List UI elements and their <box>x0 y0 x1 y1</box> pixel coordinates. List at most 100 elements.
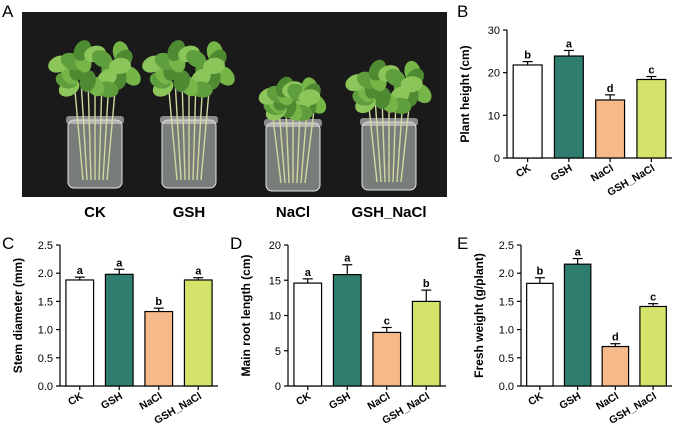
y-tick-label: 0.5 <box>38 353 53 365</box>
x-tick-label: CK <box>66 390 85 408</box>
panel-letter-d: D <box>230 234 242 253</box>
significance-letter: d <box>607 83 614 95</box>
stem <box>192 79 197 181</box>
stem <box>285 109 290 184</box>
x-tick-label: CK <box>514 162 533 180</box>
leaf <box>400 76 423 93</box>
leaf <box>91 49 113 68</box>
significance-letter: c <box>648 65 654 77</box>
photo-label-ck: CK <box>84 204 106 221</box>
y-tick-label: 0 <box>275 381 281 393</box>
stem <box>381 97 386 183</box>
x-tick-label: GSH <box>327 390 353 412</box>
bar-ck <box>526 282 554 387</box>
significance-letter: a <box>77 265 84 277</box>
x-tick-label: GSH <box>99 390 125 412</box>
stem <box>300 109 308 184</box>
plant-2 <box>258 76 327 192</box>
x-tick-label: GSH <box>549 162 575 184</box>
x-tick-label: NaCl <box>138 390 165 412</box>
x-tick-label: CK <box>294 390 313 408</box>
y-tick-label: 1.5 <box>38 296 53 308</box>
bar-nacl <box>372 331 402 387</box>
panel-letter-b: B <box>457 2 468 21</box>
y-tick-label: 10 <box>269 311 281 323</box>
leaf <box>185 49 207 68</box>
bar-ck <box>65 279 95 387</box>
y-tick-label: 10 <box>488 110 500 122</box>
y-tick-label: 1.0 <box>499 325 514 337</box>
bar-ck <box>293 282 323 387</box>
stem <box>374 97 382 183</box>
chart-plant-height: 0 10 20 30 Plant height (cm) b CK a GSH d NaCl c GSH… <box>458 25 672 199</box>
bar-gsh-nacl <box>411 300 441 387</box>
significance-letter: c <box>650 292 656 304</box>
significance-letter: b <box>524 50 531 62</box>
panel-letter-e: E <box>457 234 468 253</box>
stem <box>73 79 84 181</box>
chart-stem-diameter: 0.0 0.5 1.0 1.5 2.0 2.5 Stem diameter (mm) a CK a… <box>11 240 218 427</box>
significance-letter: a <box>566 38 573 50</box>
bar-nacl <box>144 310 174 387</box>
y-tick-label: 30 <box>488 25 500 37</box>
bar-gsh-nacl <box>636 78 667 159</box>
significance-letter: a <box>116 257 123 269</box>
leaf <box>298 89 321 106</box>
stem <box>296 109 301 184</box>
y-axis-label: Plant height (cm) <box>458 45 472 142</box>
y-tick-label: 0.0 <box>499 381 514 393</box>
photo-label-gsh-nacl: GSH_NaCl <box>351 204 426 221</box>
bar-gsh <box>104 273 134 387</box>
stem <box>98 79 103 181</box>
bar-nacl <box>595 99 626 159</box>
significance-letter: b <box>423 278 430 290</box>
plant-0 <box>48 40 141 189</box>
y-tick-label: 2.0 <box>499 268 514 280</box>
bar-gsh-nacl <box>183 279 213 387</box>
significance-letter: b <box>537 266 544 278</box>
bar-gsh <box>563 263 592 387</box>
significance-letter: d <box>612 332 619 344</box>
stem <box>400 97 411 183</box>
y-axis-label: Stem diameter (mm) <box>11 258 25 373</box>
significance-letter: b <box>155 296 162 308</box>
leaf <box>203 57 225 74</box>
y-tick-label: 0.5 <box>499 353 514 365</box>
significance-letter: a <box>575 247 582 259</box>
bar-gsh <box>553 55 584 159</box>
y-tick-label: 2.5 <box>38 240 53 252</box>
bar-nacl <box>601 345 630 387</box>
bar-gsh-nacl <box>639 305 667 387</box>
y-axis-label: Main root length (cm) <box>239 255 253 377</box>
y-tick-label: 20 <box>488 68 500 80</box>
panel-letter-c: C <box>2 234 14 253</box>
y-tick-label: 1.5 <box>499 296 514 308</box>
chart-main-root-length: 0 5 10 15 20 Main root length (cm) a CK a GSH c NaC… <box>239 240 446 427</box>
stem <box>200 79 211 181</box>
photo-panel: CK GSH NaCl GSH_NaCl <box>22 12 447 221</box>
chart-fresh-weight: 0.0 0.5 1.0 1.5 2.0 2.5 Fresh weight (g/plant)… <box>472 240 672 427</box>
stem <box>80 79 88 181</box>
x-tick-label: NaCl <box>589 162 616 184</box>
y-axis-label: Fresh weight (g/plant) <box>472 253 486 378</box>
stem <box>106 79 117 181</box>
stem <box>167 79 178 181</box>
significance-letter: c <box>384 315 390 327</box>
plant-3 <box>345 59 432 191</box>
stem <box>181 79 186 181</box>
x-tick-label: CK <box>526 390 545 408</box>
bar-gsh <box>332 274 362 387</box>
plant-1 <box>142 40 235 189</box>
plants-group <box>48 40 432 192</box>
y-tick-label: 1.0 <box>38 325 53 337</box>
significance-letter: a <box>344 253 351 265</box>
panel-letter-a: A <box>2 2 14 21</box>
significance-letter: a <box>195 266 202 278</box>
leaf <box>109 57 131 74</box>
y-tick-label: 0.0 <box>38 381 53 393</box>
bar-ck <box>512 64 543 159</box>
stem <box>278 109 286 184</box>
stem <box>271 109 282 184</box>
y-tick-label: 0 <box>494 153 500 165</box>
